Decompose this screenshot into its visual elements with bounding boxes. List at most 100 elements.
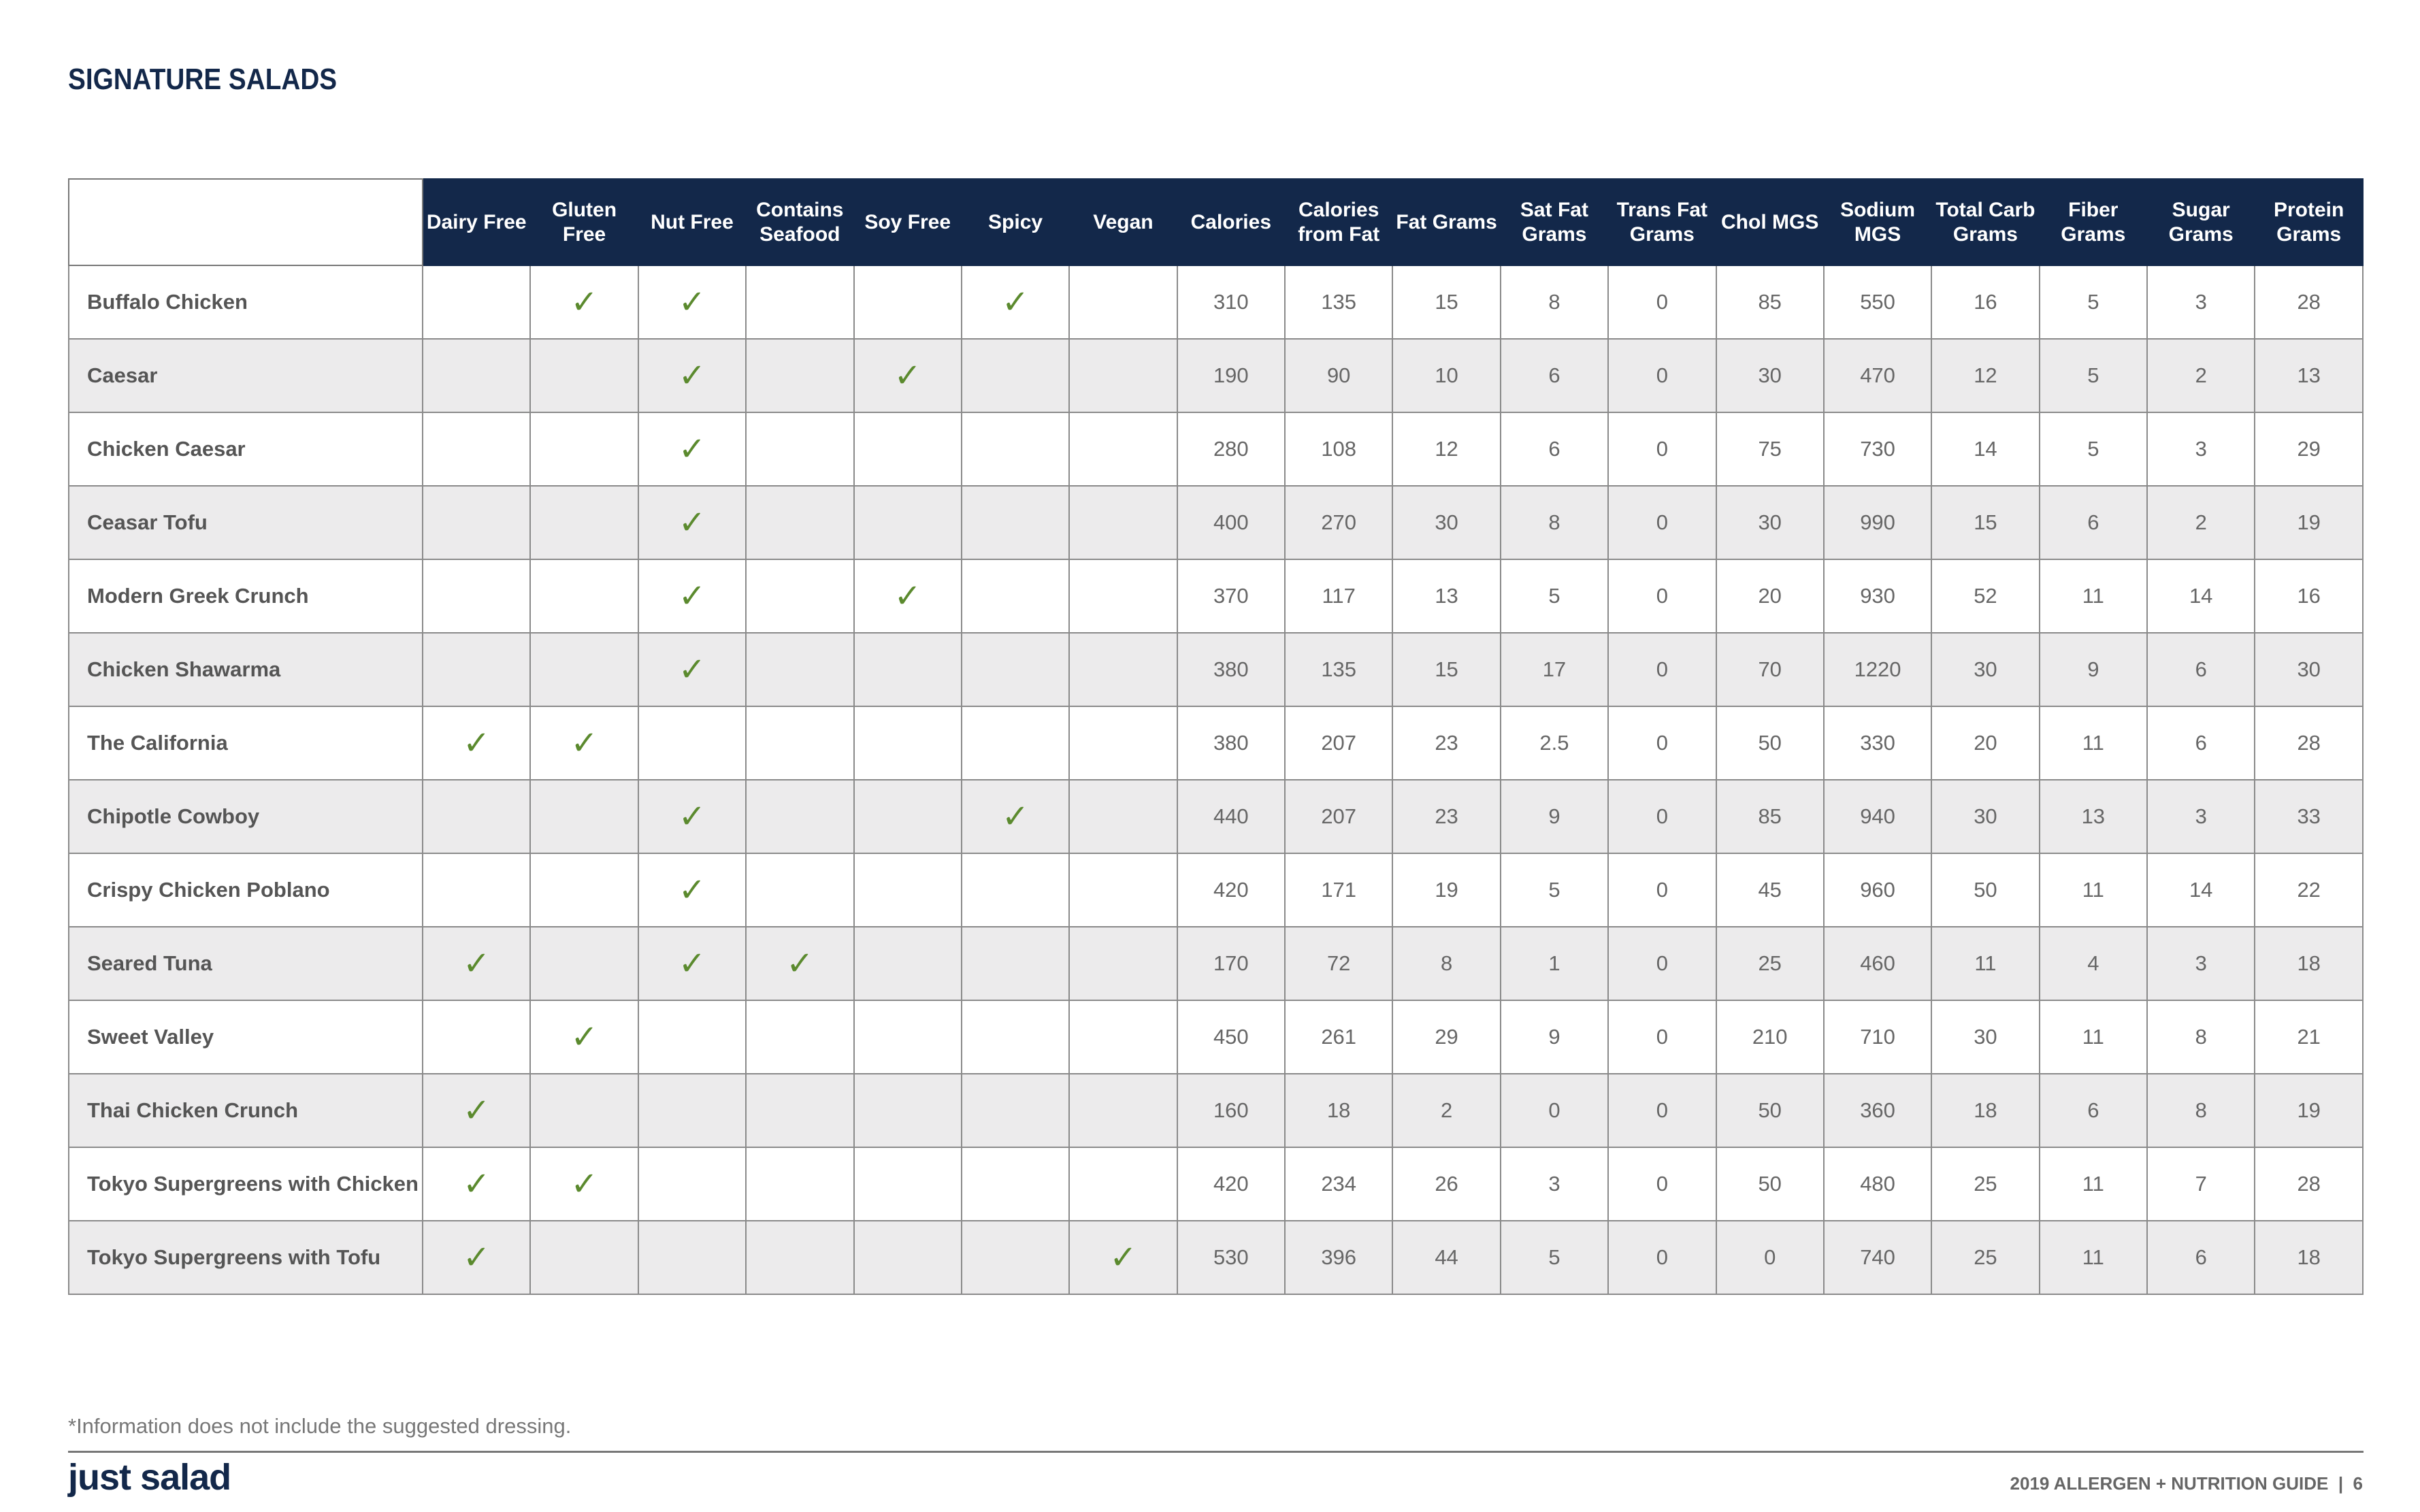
nutrition-value: 450: [1176, 1000, 1286, 1074]
table-row: Caesar ✓ ✓ 190 90 10 6 0 30 470 12 5 2 13: [68, 338, 2364, 413]
nutrition-value: 30: [2254, 632, 2364, 707]
allergen-cell: [853, 485, 962, 560]
column-header: Gluten Free: [529, 178, 639, 266]
allergen-cell: [1068, 412, 1178, 487]
nutrition-value: 12: [1392, 412, 1501, 487]
nutrition-value: 0: [1607, 1147, 1717, 1221]
allergen-cell: [529, 632, 639, 707]
salad-name: Tokyo Supergreens with Tofu: [68, 1220, 423, 1295]
allergen-cell: [960, 485, 1070, 560]
checkmark-icon: ✓: [463, 1165, 491, 1203]
checkmark-icon: ✓: [463, 1091, 491, 1130]
allergen-cell: [853, 1073, 962, 1148]
allergen-cell: [853, 1220, 962, 1295]
footer-divider: [68, 1451, 2364, 1453]
nutrition-value: 15: [1392, 265, 1501, 340]
nutrition-value: 6: [2038, 485, 2148, 560]
nutrition-value: 30: [1931, 779, 2040, 854]
checkmark-icon: ✓: [894, 577, 921, 615]
allergen-cell: [637, 706, 747, 780]
column-header: Nut Free: [637, 178, 747, 266]
allergen-cell: [960, 1147, 1070, 1221]
column-header: Sugar Grams: [2146, 178, 2256, 266]
nutrition-value: 270: [1283, 485, 1394, 560]
table-row: Buffalo Chicken ✓ ✓ ✓ 310 135 15 8 0 85 550 16 5 3 28: [68, 265, 2364, 340]
nutrition-value: 360: [1822, 1073, 1933, 1148]
nutrition-value: 280: [1176, 412, 1286, 487]
checkmark-icon: ✓: [463, 944, 491, 983]
nutrition-value: 23: [1392, 779, 1501, 854]
nutrition-value: 930: [1822, 559, 1933, 634]
column-header: Protein Grams: [2254, 178, 2364, 266]
nutrition-value: 990: [1822, 485, 1933, 560]
nutrition-value: 0: [1607, 779, 1717, 854]
allergen-cell: [421, 632, 532, 707]
checkmark-icon: ✓: [570, 283, 598, 321]
nutrition-value: 28: [2254, 265, 2364, 340]
nutrition-value: 14: [1931, 412, 2040, 487]
salad-name: Ceasar Tofu: [68, 485, 423, 560]
allergen-cell: [960, 412, 1070, 487]
salad-name: Chicken Caesar: [68, 412, 423, 487]
allergen-cell: [745, 706, 855, 780]
allergen-cell: [1068, 1000, 1178, 1074]
column-header: Calories from Fat: [1283, 178, 1394, 266]
nutrition-value: 0: [1607, 559, 1717, 634]
nutrition-value: 70: [1715, 632, 1825, 707]
nutrition-value: 960: [1822, 853, 1933, 927]
allergen-cell: [1068, 1073, 1178, 1148]
nutrition-value: 160: [1176, 1073, 1286, 1148]
column-header: Trans Fat Grams: [1607, 178, 1717, 266]
allergen-cell: [745, 779, 855, 854]
nutrition-value: 480: [1822, 1147, 1933, 1221]
table-row: Ceasar Tofu ✓ 400 270 30 8 0 30 990 15 6 2 19: [68, 485, 2364, 560]
nutrition-value: 8: [1499, 265, 1609, 340]
allergen-cell: [421, 559, 532, 634]
allergen-cell: [745, 412, 855, 487]
column-header: Sat Fat Grams: [1499, 178, 1609, 266]
nutrition-value: 11: [1931, 926, 2040, 1001]
checkmark-icon: ✓: [786, 944, 814, 983]
nutrition-value: 16: [1931, 265, 2040, 340]
nutrition-value: 0: [1607, 853, 1717, 927]
nutrition-value: 2.5: [1499, 706, 1609, 780]
checkmark-icon: ✓: [570, 724, 598, 762]
nutrition-value: 18: [1283, 1073, 1394, 1148]
table-row: Crispy Chicken Poblano ✓ 420 171 19 5 0 45 960 50…: [68, 853, 2364, 927]
nutrition-value: 171: [1283, 853, 1394, 927]
allergen-cell: ✓: [529, 265, 639, 340]
nutrition-value: 5: [2038, 412, 2148, 487]
allergen-cell: [421, 779, 532, 854]
nutrition-value: 117: [1283, 559, 1394, 634]
allergen-cell: [853, 779, 962, 854]
checkmark-icon: ✓: [678, 357, 706, 395]
nutrition-value: 440: [1176, 779, 1286, 854]
allergen-cell: [745, 1147, 855, 1221]
allergen-cell: [637, 1147, 747, 1221]
nutrition-value: 135: [1283, 265, 1394, 340]
checkmark-icon: ✓: [1001, 798, 1030, 836]
nutrition-value: 8: [2146, 1073, 2256, 1148]
nutrition-value: 30: [1931, 632, 2040, 707]
allergen-cell: [529, 1220, 639, 1295]
allergen-cell: [1068, 265, 1178, 340]
nutrition-value: 13: [2254, 338, 2364, 413]
nutrition-value: 15: [1931, 485, 2040, 560]
allergen-cell: ✓: [421, 926, 532, 1001]
nutrition-value: 0: [1607, 632, 1717, 707]
nutrition-value: 30: [1715, 485, 1825, 560]
nutrition-value: 0: [1607, 265, 1717, 340]
nutrition-value: 740: [1822, 1220, 1933, 1295]
allergen-cell: [745, 1220, 855, 1295]
nutrition-value: 17: [1499, 632, 1609, 707]
nutrition-value: 0: [1499, 1073, 1609, 1148]
allergen-cell: [960, 559, 1070, 634]
nutrition-value: 6: [1499, 412, 1609, 487]
allergen-cell: [421, 853, 532, 927]
nutrition-value: 50: [1715, 706, 1825, 780]
salad-name: The California: [68, 706, 423, 780]
allergen-cell: [1068, 926, 1178, 1001]
nutrition-value: 19: [2254, 485, 2364, 560]
nutrition-value: 135: [1283, 632, 1394, 707]
checkmark-icon: ✓: [570, 1165, 598, 1203]
